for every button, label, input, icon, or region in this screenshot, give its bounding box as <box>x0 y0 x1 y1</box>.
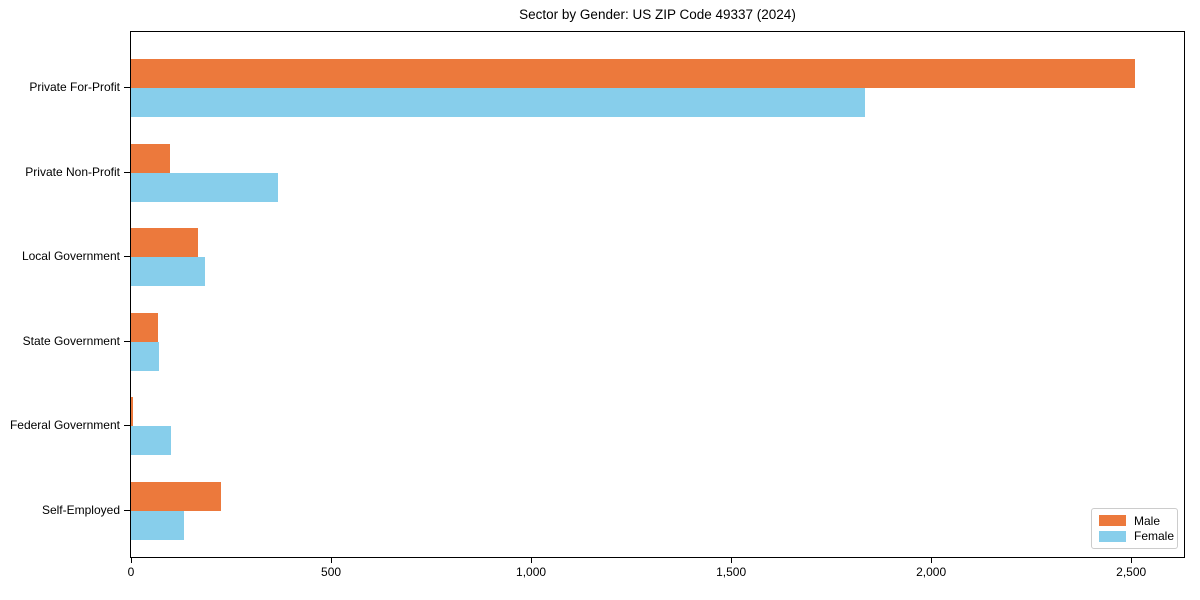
x-label-1000: 1,000 <box>516 565 547 579</box>
x-tick-1000 <box>531 558 533 563</box>
x-label-0: 0 <box>127 565 135 579</box>
bar-female-private-non-profit <box>131 172 278 202</box>
x-tick-2500 <box>1131 558 1133 563</box>
y-label-local-government: Local Government <box>21 249 120 264</box>
bar-female-self-employed <box>131 511 184 540</box>
bar-male-federal-government <box>131 397 133 427</box>
bar-female-federal-government <box>131 426 171 456</box>
x-tick-0 <box>131 558 132 563</box>
bar-female-local-government <box>131 257 205 287</box>
bar-female-state-government <box>131 341 159 371</box>
y-label-private-non-profit: Private Non-Profit <box>25 164 120 179</box>
x-tick-1500 <box>731 558 733 563</box>
y-label-state-government: State Government <box>22 333 120 348</box>
y-tick-federal-government <box>124 425 130 427</box>
y-tick-self-employed <box>124 510 130 511</box>
legend-swatch-male-icon <box>1099 515 1126 527</box>
y-label-private-for-profit: Private For-Profit <box>29 80 120 94</box>
x-label-2000: 2,000 <box>916 565 947 579</box>
y-tick-local-government <box>124 256 130 258</box>
legend: Male Female <box>1091 508 1178 549</box>
legend-swatch-female-icon <box>1099 530 1126 542</box>
x-label-500: 500 <box>321 565 342 579</box>
plot-area <box>130 31 1185 558</box>
legend-label-female: Female <box>1134 529 1175 544</box>
bar-female-private-for-profit <box>131 88 865 117</box>
x-label-1500: 1,500 <box>716 565 747 579</box>
legend-entry-female: Female <box>1099 529 1174 544</box>
y-tick-state-government <box>124 340 130 342</box>
bar-male-state-government <box>131 312 158 342</box>
x-tick-2000 <box>931 558 933 563</box>
y-tick-private-for-profit <box>124 87 130 88</box>
y-label-federal-government: Federal Government <box>9 418 120 433</box>
y-label-self-employed: Self-Employed <box>41 503 120 517</box>
bar-male-self-employed <box>131 482 222 511</box>
bar-male-private-for-profit <box>131 59 1136 88</box>
x-tick-500 <box>331 558 333 563</box>
y-tick-private-non-profit <box>124 171 130 173</box>
legend-label-male: Male <box>1134 513 1161 528</box>
legend-entry-male: Male <box>1099 513 1170 528</box>
bar-male-local-government <box>131 228 198 258</box>
bar-male-private-non-profit <box>131 143 170 173</box>
x-label-2500: 2,500 <box>1116 565 1147 579</box>
chart-title: Sector by Gender: US ZIP Code 49337 (202… <box>519 7 796 22</box>
